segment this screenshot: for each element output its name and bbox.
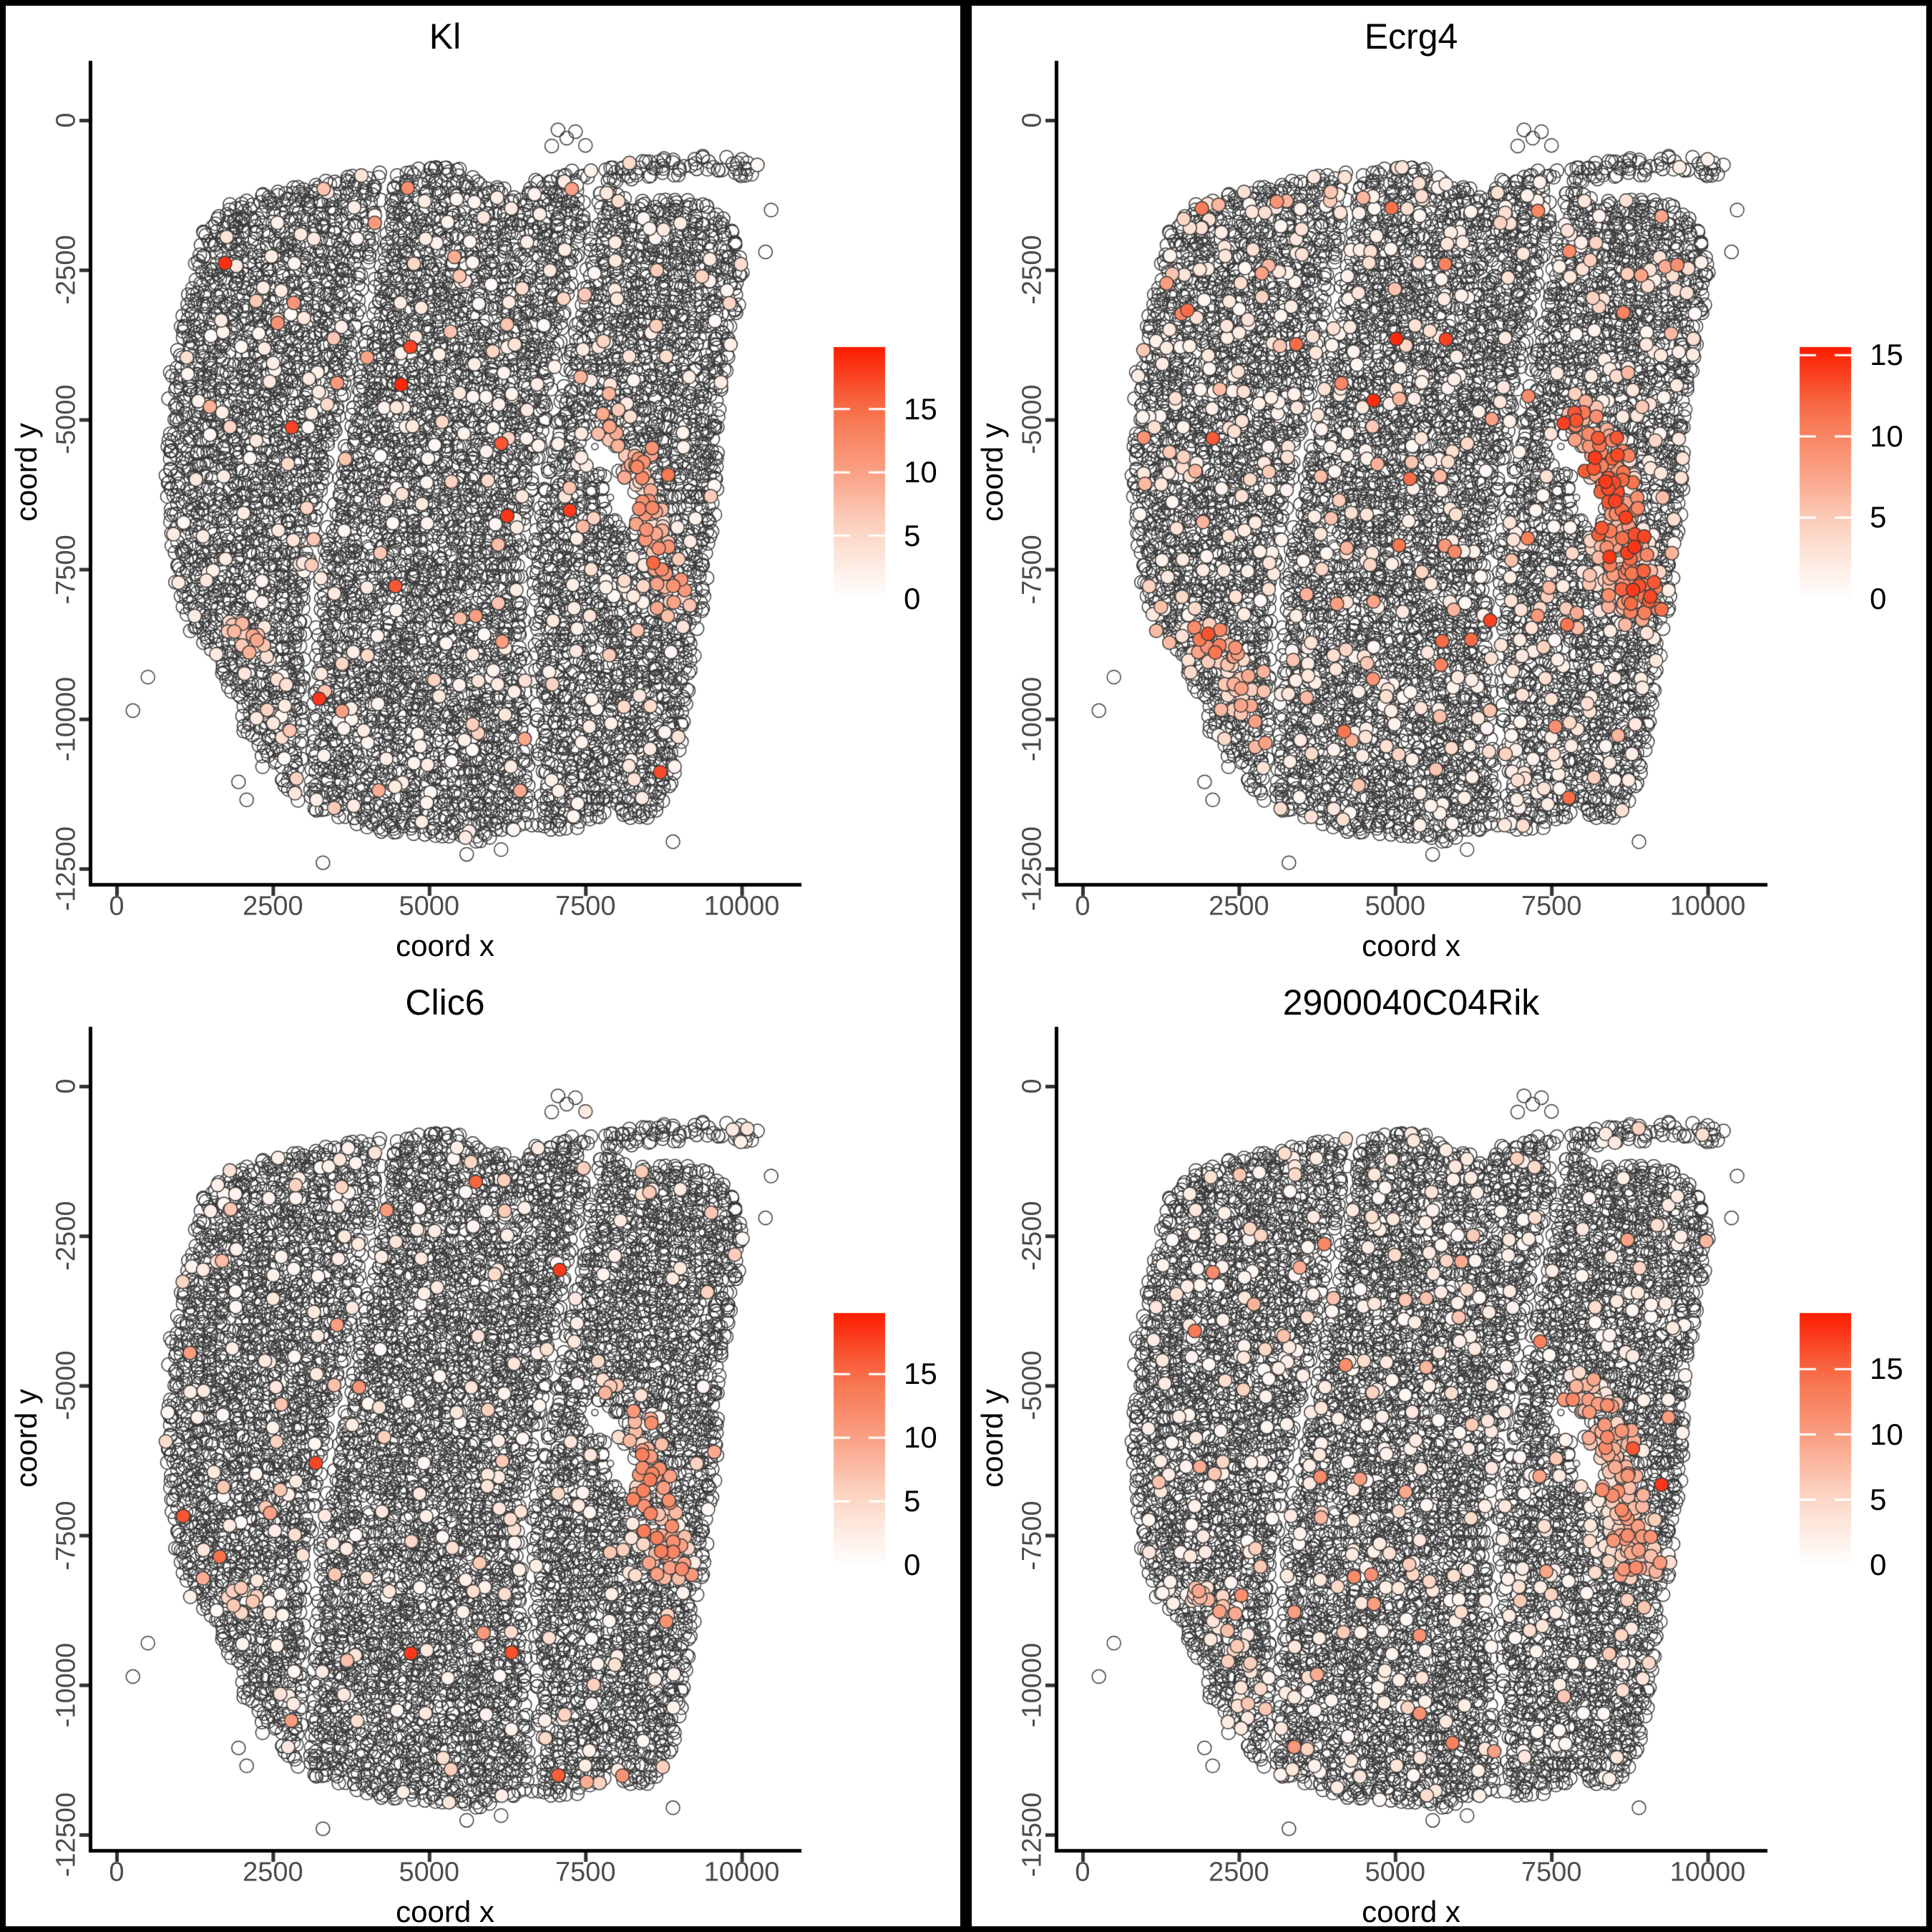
x-axis-title: coord x	[1362, 929, 1460, 962]
y-tick-label: -5000	[51, 384, 82, 454]
spatial-scatter-canvas	[966, 0, 1932, 966]
legend-tick-label: 0	[904, 1548, 921, 1581]
legend-tick-label: 0	[1870, 582, 1887, 615]
panel-top-left: Kl coord x coord y 0 2500 5000 7500 10000 0 -2…	[0, 0, 966, 966]
y-tick-label: -2500	[51, 235, 82, 305]
y-tick-label: -7500	[1017, 1500, 1048, 1571]
frame-column-divider	[960, 0, 972, 1932]
frame-left-edge	[0, 0, 6, 1932]
legend-tick-label: 5	[904, 1484, 921, 1518]
legend-tick-label: 5	[1870, 1482, 1887, 1516]
legend-tick-label: 10	[1870, 419, 1903, 453]
y-tick-label: 0	[51, 112, 82, 128]
legend-tick-label: 0	[1870, 1548, 1887, 1581]
panel-title: Ecrg4	[1364, 16, 1458, 57]
panel-bottom-left: Clic6 coord x coord y 0 2500 5000 7500 10000…	[0, 966, 966, 1932]
y-tick-label: -12500	[1017, 826, 1048, 912]
x-tick-label: 5000	[399, 1857, 460, 1888]
y-tick-label: -5000	[1017, 1350, 1048, 1420]
x-tick-label: 10000	[703, 1857, 780, 1888]
legend-tick-label: 5	[904, 518, 921, 552]
y-tick-label: -2500	[1017, 1201, 1048, 1271]
panel-top-right: Ecrg4 coord x coord y 0 2500 5000 7500 10000…	[966, 0, 1932, 966]
y-tick-label: -10000	[51, 1642, 82, 1727]
y-tick-label: -10000	[51, 676, 82, 761]
legend-tick-label: 15	[1870, 1352, 1903, 1386]
y-tick-label: -12500	[51, 826, 82, 912]
x-tick-label: 0	[109, 891, 125, 922]
y-tick-label: -7500	[51, 534, 82, 605]
legend-tick-label: 10	[1870, 1417, 1903, 1451]
x-tick-label: 7500	[1521, 891, 1582, 922]
y-tick-label: -5000	[51, 1350, 82, 1420]
panel-title: Clic6	[405, 982, 485, 1023]
y-tick-label: 0	[1017, 1078, 1048, 1094]
y-tick-label: -12500	[51, 1792, 82, 1878]
x-tick-label: 0	[1075, 891, 1091, 922]
legend-tick-label: 15	[904, 1357, 937, 1391]
y-tick-label: -7500	[51, 1500, 82, 1571]
frame-right-edge	[1926, 0, 1932, 1932]
x-axis-title: coord x	[1362, 1895, 1460, 1928]
spatial-scatter-canvas	[0, 966, 966, 1932]
x-tick-label: 2500	[243, 891, 303, 922]
panel-title: 2900040C04Rik	[1282, 982, 1540, 1023]
x-tick-label: 7500	[555, 1857, 616, 1888]
y-tick-label: 0	[1017, 112, 1048, 128]
x-tick-label: 5000	[1365, 1857, 1426, 1888]
y-axis-title: coord y	[975, 1389, 1009, 1488]
x-tick-label: 2500	[1209, 1857, 1269, 1888]
x-tick-label: 10000	[1669, 1857, 1746, 1888]
x-tick-label: 0	[109, 1857, 125, 1888]
x-tick-label: 2500	[1209, 891, 1269, 922]
y-axis-title: coord y	[9, 1389, 43, 1488]
spatial-scatter-canvas	[966, 966, 1932, 1932]
legend-tick-label: 15	[904, 391, 937, 426]
y-axis-title: coord y	[9, 423, 43, 522]
x-axis-title: coord x	[396, 929, 494, 962]
y-tick-label: -2500	[1017, 235, 1048, 305]
y-tick-label: -12500	[1017, 1792, 1048, 1878]
y-tick-label: -10000	[1017, 676, 1048, 761]
legend-tick-label: 5	[1870, 500, 1887, 535]
legend-tick-label: 0	[904, 582, 921, 615]
y-tick-label: 0	[51, 1078, 82, 1094]
x-axis-title: coord x	[396, 1895, 494, 1928]
x-tick-label: 7500	[555, 891, 616, 922]
y-tick-label: -7500	[1017, 534, 1048, 605]
x-tick-label: 0	[1075, 1857, 1091, 1888]
panel-title: Kl	[429, 16, 462, 57]
x-tick-label: 10000	[703, 891, 780, 922]
legend-tick-label: 15	[1870, 338, 1903, 372]
x-tick-label: 5000	[1365, 891, 1426, 922]
x-tick-label: 10000	[1669, 891, 1746, 922]
spatial-scatter-canvas	[0, 0, 966, 966]
y-axis-title: coord y	[975, 423, 1009, 522]
legend-tick-label: 10	[904, 1420, 937, 1455]
y-tick-label: -10000	[1017, 1642, 1048, 1727]
x-tick-label: 5000	[399, 891, 460, 922]
x-tick-label: 7500	[1521, 1857, 1582, 1888]
y-tick-label: -2500	[51, 1201, 82, 1271]
y-tick-label: -5000	[1017, 384, 1048, 454]
panel-bottom-right: 2900040C04Rik coord x coord y 0 2500 5000 7…	[966, 966, 1932, 1932]
legend-tick-label: 10	[904, 455, 937, 489]
x-tick-label: 2500	[243, 1857, 303, 1888]
